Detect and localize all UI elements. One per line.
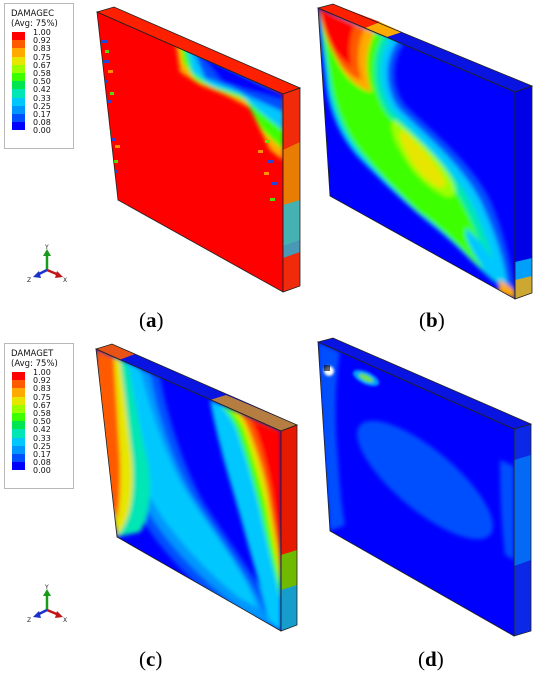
legend-tick-label: 1.00 bbox=[33, 28, 51, 37]
legend-tick-label: 0.75 bbox=[33, 392, 51, 402]
legend-tick-label: 0.25 bbox=[33, 441, 51, 451]
legend-swatch bbox=[12, 56, 25, 65]
legend-title: DAMAGEC bbox=[11, 9, 55, 19]
axis-x-label: X bbox=[63, 277, 67, 284]
legend-swatch bbox=[12, 388, 25, 397]
legend-swatch bbox=[12, 462, 25, 471]
legend-swatch bbox=[12, 404, 25, 413]
legend-swatch bbox=[12, 48, 25, 57]
plot-b bbox=[316, 3, 534, 300]
legend-swatch bbox=[12, 437, 25, 446]
legend-swatch bbox=[12, 396, 25, 405]
legend-swatch bbox=[12, 372, 25, 381]
legend-tick-label: 0.92 bbox=[33, 376, 51, 386]
plot-a bbox=[95, 6, 302, 293]
legend-tick-label: 0.75 bbox=[33, 52, 51, 62]
legend-tick-label: 1.00 bbox=[33, 368, 51, 377]
legend-damagec: DAMAGEC (Avg: 75%) 1.00 0.92 0.83 0.75 0.67 0… bbox=[4, 3, 74, 149]
legend-tick-label: 0.33 bbox=[33, 93, 51, 103]
panel-label-a: (a) bbox=[139, 308, 164, 332]
legend-tick-label: 0.33 bbox=[33, 433, 51, 443]
legend-swatch bbox=[12, 421, 25, 430]
legend-tick-label: 0.58 bbox=[33, 409, 51, 418]
legend-tick-label: 0.17 bbox=[33, 450, 51, 459]
axis-y-label: Y bbox=[44, 244, 49, 251]
legend-swatch bbox=[12, 32, 25, 41]
legend-swatch bbox=[12, 445, 25, 454]
legend-tick-label: 0.83 bbox=[33, 44, 51, 54]
legend-swatch bbox=[12, 413, 25, 422]
legend-title: DAMAGET bbox=[11, 349, 54, 359]
legend-tick-label: 0.25 bbox=[33, 101, 51, 111]
legend-tick-label: 0.00 bbox=[33, 126, 51, 136]
legend-tick-label: 0.17 bbox=[33, 110, 51, 119]
legend-swatch bbox=[12, 105, 25, 114]
legend-swatch bbox=[12, 64, 25, 73]
plot-c bbox=[94, 343, 299, 632]
legend-tick-label: 0.50 bbox=[33, 417, 51, 427]
legend-tick-label: 0.42 bbox=[33, 425, 51, 435]
legend-tick-label: 0.42 bbox=[33, 85, 51, 95]
legend-tick-label: 0.50 bbox=[33, 77, 51, 87]
legend-swatch bbox=[12, 380, 25, 389]
legend-subtitle: (Avg: 75%) bbox=[11, 359, 58, 369]
legend-swatch bbox=[12, 122, 25, 131]
legend-tick-label: 0.00 bbox=[33, 466, 51, 476]
plot-d bbox=[316, 337, 533, 637]
axis-triad-icon: Y X Z bbox=[27, 244, 67, 284]
legend-swatch bbox=[12, 81, 25, 90]
panel-label-b: (b) bbox=[419, 308, 445, 332]
legend-tick-label: 0.83 bbox=[33, 384, 51, 394]
legend-tick-label: 0.67 bbox=[33, 60, 51, 70]
panel-label-d: (d) bbox=[418, 647, 444, 671]
legend-swatch bbox=[12, 89, 25, 98]
legend-swatch bbox=[12, 454, 25, 463]
legend-tick-label: 0.08 bbox=[33, 118, 51, 128]
legend-tick-label: 0.67 bbox=[33, 400, 51, 410]
legend-tick-label: 0.92 bbox=[33, 36, 51, 46]
legend-swatch bbox=[12, 429, 25, 438]
axis-x-label: X bbox=[63, 617, 67, 624]
legend-swatch bbox=[12, 114, 25, 123]
legend-tick-label: 0.08 bbox=[33, 458, 51, 468]
legend-swatch bbox=[12, 40, 25, 49]
legend-tick-label: 0.58 bbox=[33, 69, 51, 78]
axis-z-label: Z bbox=[27, 277, 31, 284]
axis-y-label: Y bbox=[44, 584, 49, 591]
axis-z-label: Z bbox=[27, 617, 31, 624]
axis-triad-icon: Y X Z bbox=[27, 584, 67, 624]
legend-swatch bbox=[12, 97, 25, 106]
legend-subtitle: (Avg: 75%) bbox=[11, 19, 58, 29]
legend-damaget: DAMAGET (Avg: 75%) 1.00 0.92 0.83 0.75 0.67 0… bbox=[4, 343, 74, 489]
panel-label-c: (c) bbox=[139, 647, 163, 671]
legend-swatch bbox=[12, 73, 25, 82]
